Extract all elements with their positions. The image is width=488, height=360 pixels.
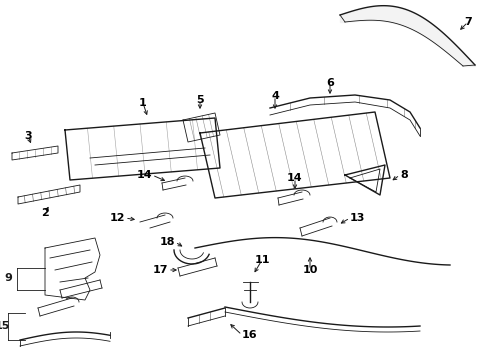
Text: 8: 8 xyxy=(399,170,407,180)
Text: 10: 10 xyxy=(302,265,317,275)
Text: 5: 5 xyxy=(196,95,203,105)
Text: 17: 17 xyxy=(152,265,168,275)
Text: 16: 16 xyxy=(242,330,257,340)
Text: 6: 6 xyxy=(325,78,333,88)
Text: 4: 4 xyxy=(270,91,278,101)
Text: 13: 13 xyxy=(349,213,365,223)
Text: 3: 3 xyxy=(24,131,32,141)
Text: 15: 15 xyxy=(0,321,10,331)
Text: 2: 2 xyxy=(41,208,49,218)
Text: 14: 14 xyxy=(286,173,302,183)
Text: 18: 18 xyxy=(159,237,175,247)
Text: 1: 1 xyxy=(139,98,146,108)
Text: 14: 14 xyxy=(136,170,152,180)
Text: 11: 11 xyxy=(254,255,269,265)
Text: 9: 9 xyxy=(4,273,12,283)
Text: 12: 12 xyxy=(109,213,125,223)
Text: 7: 7 xyxy=(463,17,471,27)
